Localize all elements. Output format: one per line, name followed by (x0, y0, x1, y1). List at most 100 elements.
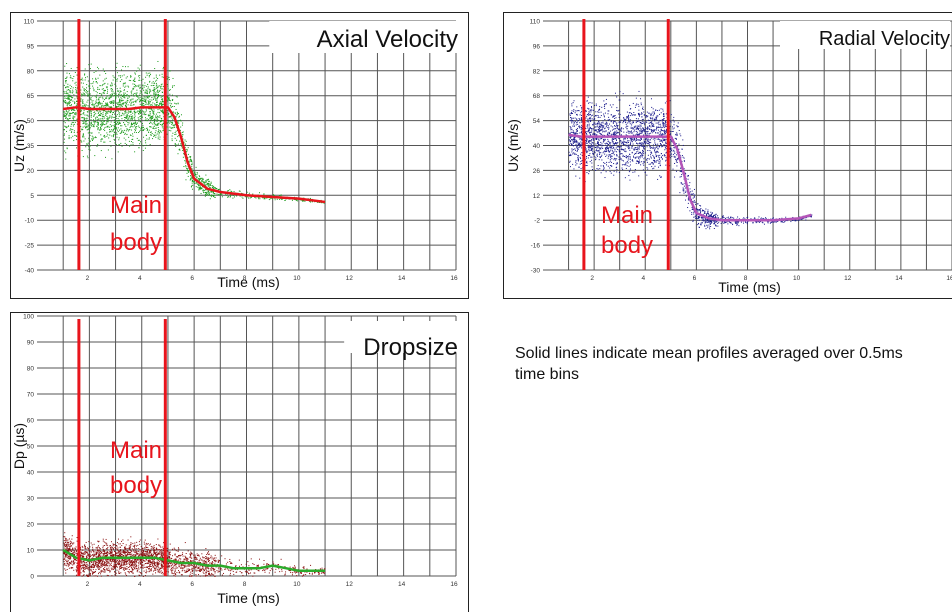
scatter-point (603, 125, 604, 126)
scatter-point (665, 147, 666, 148)
y-tick-label: 40 (533, 143, 541, 150)
scatter-point (598, 142, 599, 143)
scatter-point (580, 161, 581, 162)
scatter-point (99, 89, 100, 90)
scatter-point (115, 81, 116, 82)
scatter-point (85, 89, 86, 90)
scatter-point (148, 102, 149, 103)
scatter-point (614, 151, 615, 152)
scatter-point (71, 99, 72, 100)
scatter-point (117, 95, 118, 96)
scatter-point (125, 86, 126, 87)
scatter-point (651, 158, 652, 159)
scatter-point (645, 143, 646, 144)
scatter-point (617, 155, 618, 156)
scatter-point (130, 120, 131, 121)
scatter-point (122, 75, 123, 76)
scatter-point (95, 117, 96, 118)
scatter-point (201, 193, 202, 194)
scatter-point (120, 143, 121, 144)
scatter-point (95, 119, 96, 120)
scatter-point (76, 109, 77, 110)
scatter-point (183, 157, 184, 158)
scatter-point (158, 92, 159, 93)
scatter-point (602, 120, 603, 121)
scatter-point (585, 110, 586, 111)
scatter-point (85, 146, 86, 147)
scatter-point (155, 117, 156, 118)
scatter-point (135, 86, 136, 87)
scatter-point (149, 101, 150, 102)
scatter-point (676, 138, 677, 139)
scatter-point (593, 133, 594, 134)
scatter-point (590, 109, 591, 110)
scatter-point (628, 162, 629, 163)
scatter-point (69, 115, 70, 116)
scatter-point (595, 115, 596, 116)
scatter-point (97, 106, 98, 107)
scatter-point (67, 118, 68, 119)
scatter-point (620, 99, 621, 100)
scatter-point (674, 128, 675, 129)
scatter-point (640, 145, 641, 146)
scatter-point (107, 102, 108, 103)
scatter-point (586, 131, 587, 132)
scatter-point (616, 151, 617, 152)
scatter-point (63, 91, 64, 92)
scatter-point (600, 133, 601, 134)
scatter-point (630, 121, 631, 122)
scatter-point (138, 140, 139, 141)
y-tick-label: -40 (25, 268, 35, 275)
scatter-point (215, 197, 216, 198)
scatter-point (622, 149, 623, 150)
scatter-point (68, 103, 69, 104)
scatter-point (66, 96, 67, 97)
scatter-point (576, 129, 577, 130)
scatter-point (114, 77, 115, 78)
scatter-point (605, 143, 606, 144)
scatter-point (137, 92, 138, 93)
main-body-label: Main (110, 192, 162, 219)
scatter-point (117, 63, 118, 64)
scatter-point (157, 90, 158, 91)
scatter-point (596, 105, 597, 106)
scatter-point (187, 169, 188, 170)
scatter-point (118, 111, 119, 112)
scatter-point (104, 118, 105, 119)
scatter-point (709, 228, 710, 229)
scatter-point (639, 143, 640, 144)
scatter-point (89, 94, 90, 95)
scatter-point (68, 98, 69, 99)
scatter-point (184, 160, 185, 161)
scatter-point (661, 176, 662, 177)
scatter-point (149, 137, 150, 138)
scatter-point (73, 87, 74, 88)
scatter-point (638, 106, 639, 107)
scatter-point (657, 132, 658, 133)
scatter-point (100, 129, 101, 130)
scatter-point (653, 111, 654, 112)
scatter-point (104, 105, 105, 106)
scatter-point (651, 98, 652, 99)
scatter-point (65, 152, 66, 153)
scatter-point (64, 142, 65, 143)
scatter-point (111, 116, 112, 117)
scatter-point (112, 100, 113, 101)
scatter-point (219, 194, 220, 195)
scatter-point (148, 73, 149, 74)
scatter-point (123, 114, 124, 115)
scatter-point (617, 162, 618, 163)
scatter-point (612, 140, 613, 141)
scatter-point (646, 175, 647, 176)
scatter-point (634, 154, 635, 155)
scatter-point (130, 99, 131, 100)
scatter-point (86, 93, 87, 94)
scatter-point (619, 110, 620, 111)
scatter-point (76, 139, 77, 140)
scatter-point (634, 138, 635, 139)
scatter-point (628, 140, 629, 141)
scatter-point (597, 123, 598, 124)
scatter-point (611, 114, 612, 115)
scatter-point (677, 159, 678, 160)
scatter-point (576, 142, 577, 143)
